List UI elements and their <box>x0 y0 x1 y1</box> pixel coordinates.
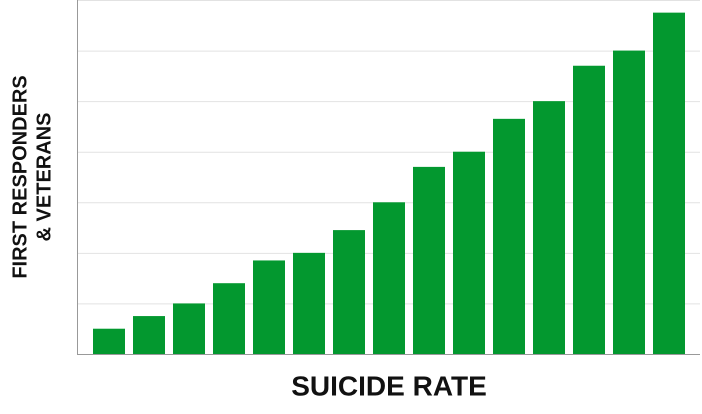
bar <box>573 65 605 354</box>
bar <box>413 166 445 354</box>
bar <box>93 328 125 354</box>
y-axis-label: FIRST RESPONDERS <box>9 75 31 278</box>
y-axis-label: & VETERANS <box>33 113 55 242</box>
bar <box>533 101 565 355</box>
bar <box>293 252 325 354</box>
bar <box>213 283 245 354</box>
bar <box>453 151 485 354</box>
bar <box>373 202 405 354</box>
bar <box>613 50 645 354</box>
bar <box>653 12 685 355</box>
bar <box>333 230 365 354</box>
bar <box>253 260 285 354</box>
bar <box>493 118 525 354</box>
x-axis-label: SUICIDE RATE <box>291 370 487 401</box>
bar <box>173 303 205 354</box>
bar <box>133 316 165 354</box>
